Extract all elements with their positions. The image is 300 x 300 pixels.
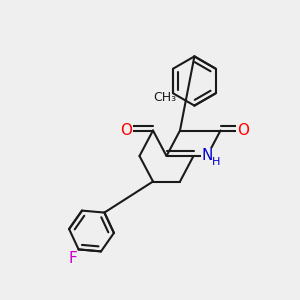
Text: O: O — [120, 123, 132, 138]
Text: N: N — [201, 148, 213, 164]
Text: O: O — [237, 123, 249, 138]
Text: H: H — [212, 157, 220, 167]
Text: F: F — [68, 250, 77, 266]
Text: CH₃: CH₃ — [154, 91, 177, 104]
